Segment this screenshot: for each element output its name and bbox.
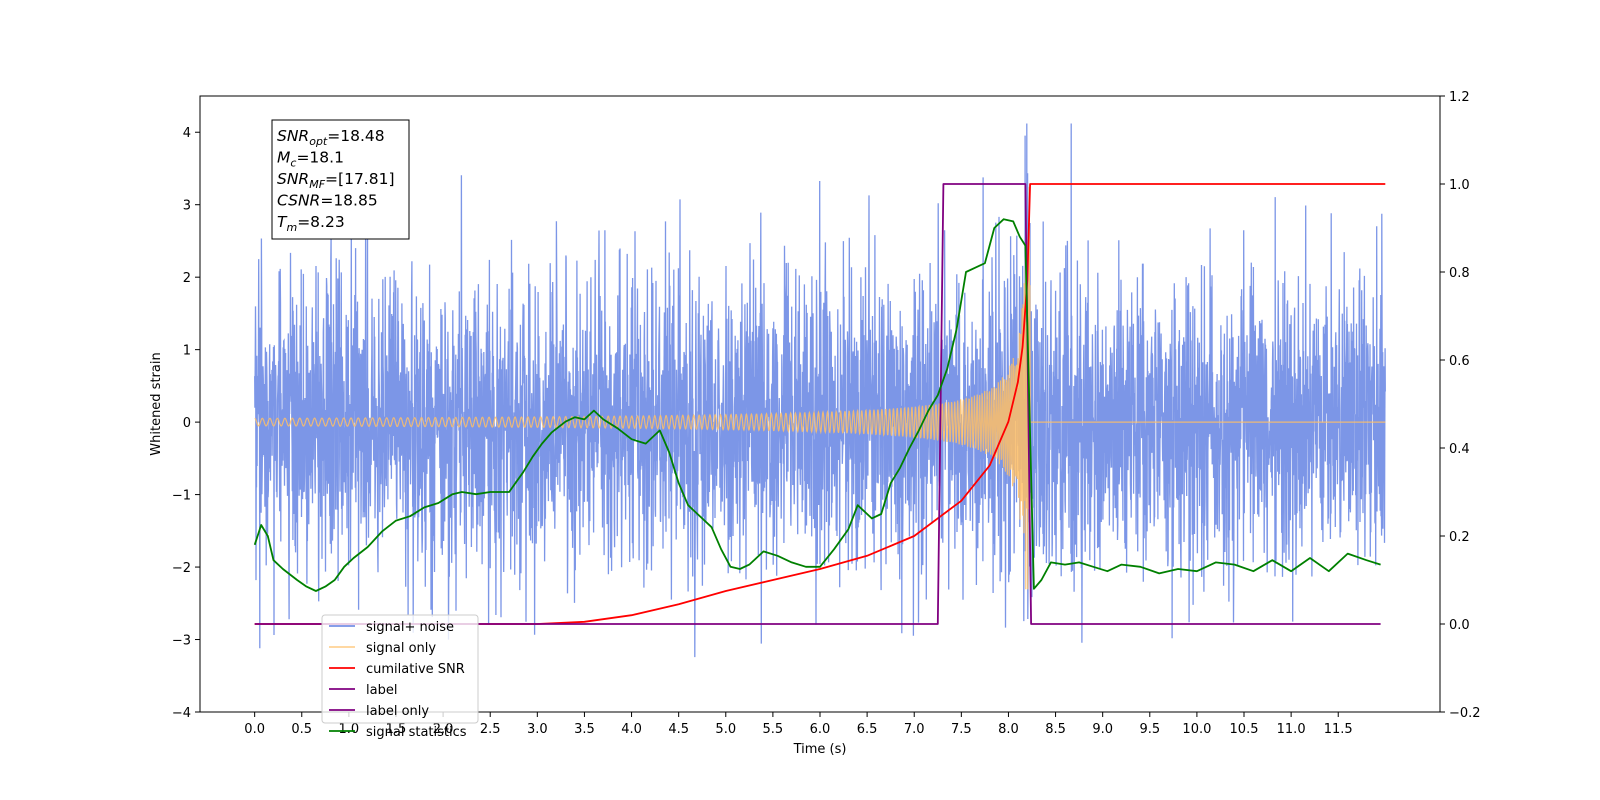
x-tick-label: 10.0 [1182,722,1211,737]
y-left-tick-label: −1 [172,489,191,504]
y-right-tick-label: 0.2 [1449,530,1470,545]
stats-annotation-box: SNRopt=18.48Mc=18.1SNRMF=[17.81]CSNR=18.… [271,119,410,240]
legend-label: cumilative SNR [366,662,465,677]
y-right-tick-label: −0.2 [1449,706,1481,721]
y-right-tick-label: 1.2 [1449,90,1470,105]
x-tick-label: 6.5 [857,722,878,737]
x-tick-label: 1.5 [386,722,407,737]
y-axis-left-label: Whitened strain [149,352,164,455]
legend-frame [321,614,479,724]
x-axis: 0.0 0.5 1.0 1.5 2.0 2.5 3.0 3.5 4.0 4.5 5.0 5.5 6.0 6… [244,712,1353,737]
x-tick-label: 6.0 [810,722,831,737]
x-tick-label: 9.5 [1139,722,1160,737]
x-tick-label: 8.0 [998,722,1019,737]
x-tick-label: 1.0 [339,722,360,737]
series-label-line [254,183,1381,625]
y-left-tick-label: 0 [183,416,191,431]
legend-label: signal only [366,641,436,656]
x-tick-label: 7.5 [951,722,972,737]
x-tick-label: 4.0 [621,722,642,737]
x-tick-label: 11.0 [1277,722,1306,737]
y-left-tick-label: 1 [183,344,191,359]
x-tick-label: 11.5 [1324,722,1353,737]
legend-label: signal statistics [366,725,467,740]
y-right-tick-label: 1.0 [1449,178,1470,193]
x-axis-label: Time (s) [793,742,847,757]
y-left-tick-label: 2 [183,271,191,286]
y-left-tick-label: 3 [183,199,191,214]
y-axis-right: −0.2 0.0 0.2 0.4 0.6 0.8 1.0 1.2 [1440,90,1481,721]
y-left-tick-label: 4 [183,126,191,141]
annotation-line: SNRMF=[17.81] [277,170,395,191]
annotation-frame [271,119,410,240]
x-tick-label: 3.0 [527,722,548,737]
legend-label: label [366,683,397,698]
x-tick-label: 8.5 [1045,722,1066,737]
x-tick-label: 2.5 [480,722,501,737]
y-axis-left: −4 −3 −2 −1 0 1 2 3 4 [172,126,200,721]
x-tick-label: 5.5 [763,722,784,737]
y-left-tick-label: −3 [172,634,191,649]
legend-label: signal+ noise [366,620,454,635]
y-left-tick-label: −2 [172,561,191,576]
series-layer [253,123,1386,658]
y-right-tick-label: 0.4 [1449,442,1470,457]
series-signal-only-line [254,186,1386,590]
x-tick-label: 0.0 [244,722,265,737]
annotation-line: Tm=8.23 [277,213,345,234]
legend: signal+ noise signal only cumilative SNR la… [321,614,479,740]
x-tick-label: 3.5 [574,722,595,737]
x-tick-label: 4.5 [668,722,689,737]
y-right-tick-label: 0.8 [1449,266,1470,281]
y-right-tick-label: 0.6 [1449,354,1470,369]
annotation-line: Mc=18.1 [277,149,344,170]
y-left-tick-label: −4 [172,706,191,721]
x-tick-label: 5.0 [715,722,736,737]
annotation-line: SNRopt=18.48 [277,127,385,148]
x-tick-label: 2.0 [433,722,454,737]
x-tick-label: 7.0 [904,722,925,737]
x-tick-label: 9.0 [1092,722,1113,737]
series-signal-statistics-line [253,218,1381,592]
y-right-tick-label: 0.0 [1449,618,1470,633]
x-tick-label: 0.5 [291,722,312,737]
x-tick-label: 10.5 [1230,722,1259,737]
legend-label: label only [366,704,429,719]
annotation-line: CSNR=18.85 [277,192,378,210]
